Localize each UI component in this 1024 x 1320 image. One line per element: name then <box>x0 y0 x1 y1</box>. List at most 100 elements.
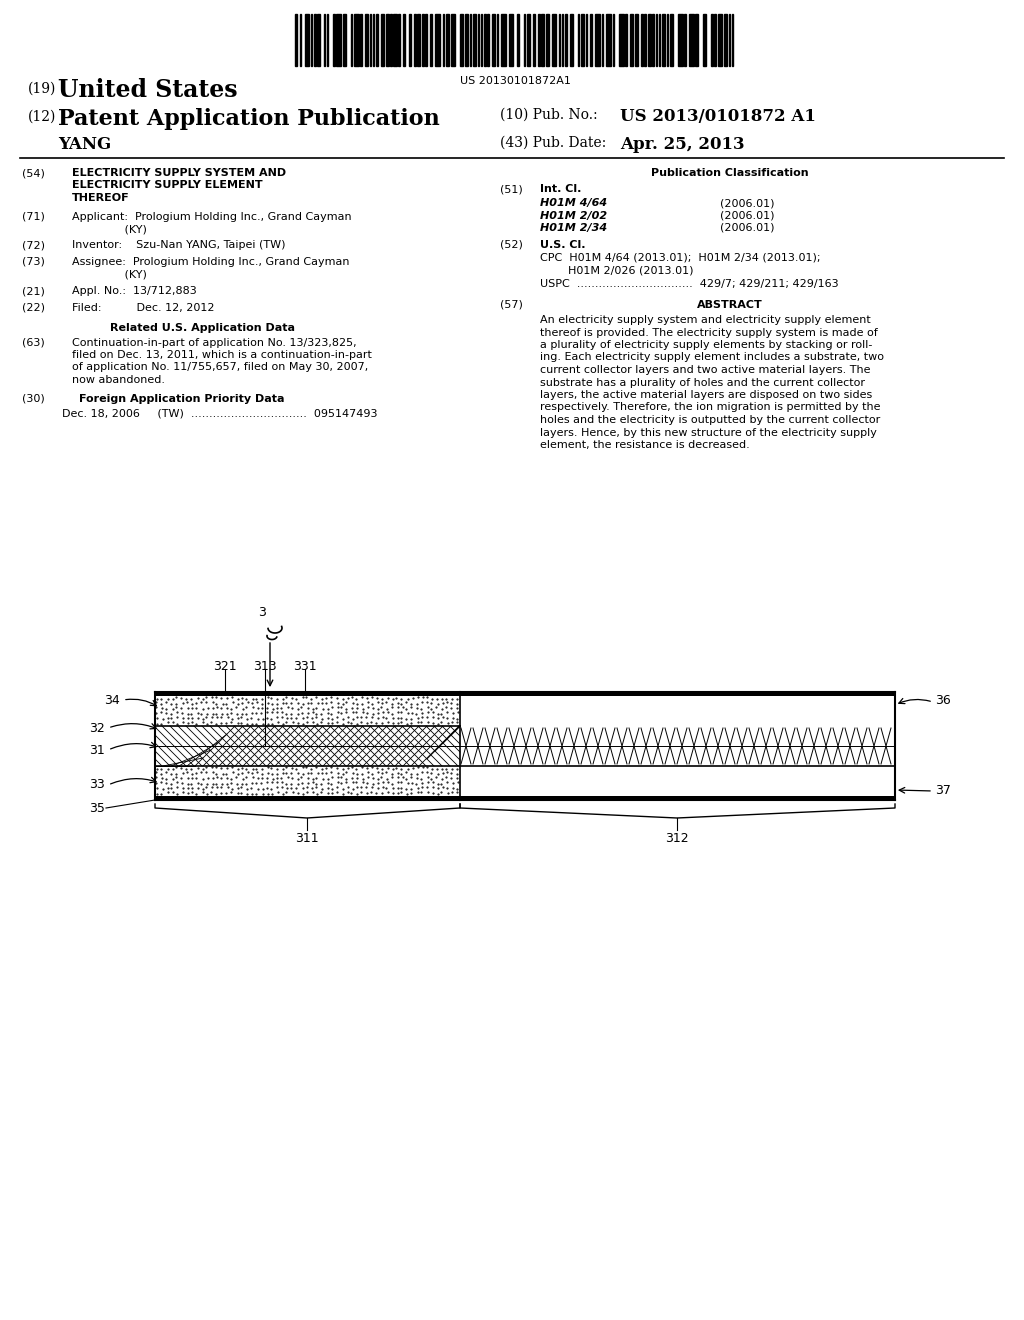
Bar <box>381 15 384 66</box>
Bar <box>314 15 315 66</box>
Bar <box>689 15 693 66</box>
Bar <box>662 15 666 66</box>
Text: layers, the active material layers are disposed on two sides: layers, the active material layers are d… <box>540 389 872 400</box>
Text: (54): (54) <box>22 168 45 178</box>
Text: (2006.01): (2006.01) <box>720 210 774 220</box>
Text: (43) Pub. Date:: (43) Pub. Date: <box>500 136 606 150</box>
Text: 36: 36 <box>935 693 950 706</box>
Bar <box>630 15 633 66</box>
Bar <box>311 15 312 66</box>
Bar <box>155 796 895 800</box>
Bar <box>492 15 496 66</box>
Text: 321: 321 <box>213 660 237 673</box>
Bar <box>641 15 643 66</box>
Bar <box>430 15 431 66</box>
Bar <box>393 15 396 66</box>
Bar <box>365 15 368 66</box>
Bar <box>718 15 722 66</box>
Bar <box>510 15 513 66</box>
Bar <box>477 15 479 66</box>
Text: holes and the electricity is outputted by the current collector: holes and the electricity is outputted b… <box>540 414 881 425</box>
Bar <box>569 15 573 66</box>
Bar <box>398 15 399 66</box>
Text: 3: 3 <box>258 606 266 619</box>
Text: United States: United States <box>58 78 238 102</box>
Bar <box>442 15 444 66</box>
Text: 331: 331 <box>293 660 316 673</box>
Bar <box>578 15 580 66</box>
Text: 312: 312 <box>666 832 689 845</box>
Bar <box>460 726 895 766</box>
Bar <box>484 15 485 66</box>
Text: (63): (63) <box>22 338 45 347</box>
Bar <box>155 726 460 766</box>
Text: respectively. Therefore, the ion migration is permitted by the: respectively. Therefore, the ion migrati… <box>540 403 881 412</box>
Bar <box>418 15 421 66</box>
Bar <box>559 15 560 66</box>
Bar <box>373 15 375 66</box>
Bar <box>350 15 352 66</box>
Text: filed on Dec. 13, 2011, which is a continuation-in-part: filed on Dec. 13, 2011, which is a conti… <box>72 350 372 360</box>
Bar <box>300 15 301 66</box>
Bar <box>324 15 326 66</box>
Bar <box>658 15 660 66</box>
Bar <box>155 696 460 726</box>
Bar <box>155 692 895 696</box>
Bar <box>497 15 499 66</box>
Text: a plurality of electricity supply elements by stacking or roll-: a plurality of electricity supply elemen… <box>540 341 872 350</box>
Bar <box>460 15 464 66</box>
Bar <box>546 15 549 66</box>
Text: ELECTRICITY SUPPLY ELEMENT: ELECTRICITY SUPPLY ELEMENT <box>72 181 262 190</box>
Text: (51): (51) <box>500 185 522 194</box>
Text: Appl. No.:  13/712,883: Appl. No.: 13/712,883 <box>72 286 197 296</box>
Bar <box>678 15 683 66</box>
Bar <box>470 15 471 66</box>
Text: Patent Application Publication: Patent Application Publication <box>58 108 439 129</box>
Bar <box>684 15 686 66</box>
Bar <box>487 15 488 66</box>
Text: U.S. Cl.: U.S. Cl. <box>540 239 586 249</box>
Bar <box>591 15 592 66</box>
Bar <box>581 15 584 66</box>
Text: Publication Classification: Publication Classification <box>651 168 809 178</box>
Bar <box>538 15 540 66</box>
Bar <box>715 15 716 66</box>
Text: 34: 34 <box>104 693 120 706</box>
Text: ABSTRACT: ABSTRACT <box>697 300 763 309</box>
Text: 311: 311 <box>295 832 318 845</box>
Bar <box>403 15 404 66</box>
Bar <box>445 15 450 66</box>
Text: (19): (19) <box>28 82 56 96</box>
Text: H01M 2/026 (2013.01): H01M 2/026 (2013.01) <box>540 265 693 276</box>
Bar <box>414 15 416 66</box>
Bar <box>542 15 545 66</box>
Bar <box>155 766 460 796</box>
Bar <box>724 15 727 66</box>
Bar <box>360 15 361 66</box>
Bar <box>652 15 654 66</box>
Bar <box>732 15 733 66</box>
Text: substrate has a plurality of holes and the current collector: substrate has a plurality of holes and t… <box>540 378 865 388</box>
Text: 37: 37 <box>935 784 951 796</box>
Bar <box>376 15 378 66</box>
Bar <box>390 15 392 66</box>
Text: H01M 2/34: H01M 2/34 <box>540 223 607 234</box>
Text: (72): (72) <box>22 240 45 251</box>
Text: (22): (22) <box>22 302 45 313</box>
Bar <box>451 15 456 66</box>
Text: ELECTRICITY SUPPLY SYSTEM AND: ELECTRICITY SUPPLY SYSTEM AND <box>72 168 286 178</box>
Text: (KY): (KY) <box>72 269 146 280</box>
Text: (52): (52) <box>500 239 523 249</box>
Text: 35: 35 <box>89 801 105 814</box>
Bar <box>667 15 669 66</box>
Text: (30): (30) <box>22 393 45 404</box>
Text: (71): (71) <box>22 211 45 222</box>
Bar <box>425 15 427 66</box>
Text: H01M 2/02: H01M 2/02 <box>540 210 607 220</box>
Bar <box>606 15 611 66</box>
Text: thereof is provided. The electricity supply system is made of: thereof is provided. The electricity sup… <box>540 327 878 338</box>
Text: 32: 32 <box>89 722 105 734</box>
Text: THEREOF: THEREOF <box>72 193 130 203</box>
Bar <box>655 15 657 66</box>
Bar <box>527 15 530 66</box>
